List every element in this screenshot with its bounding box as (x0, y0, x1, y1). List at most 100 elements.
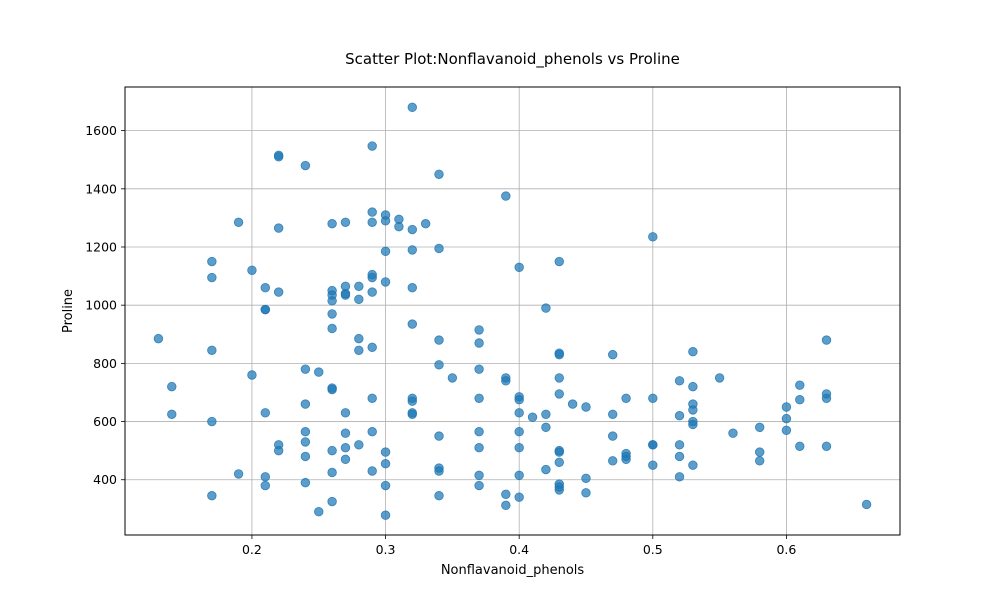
scatter-point (300, 160, 311, 171)
scatter-point (340, 443, 351, 453)
scatter-point (367, 466, 377, 476)
scatter-point (554, 457, 564, 467)
scatter-point (247, 370, 257, 380)
scatter-point (554, 373, 564, 383)
scatter-point (407, 224, 417, 235)
y-tick-label: 400 (93, 472, 117, 487)
scatter-point (380, 510, 391, 520)
scatter-point (354, 333, 364, 344)
scatter-point (648, 393, 658, 403)
scatter-point (207, 345, 217, 355)
scatter-point (554, 447, 564, 457)
scatter-point (273, 152, 284, 162)
scatter-point (354, 294, 364, 305)
scatter-point (273, 445, 284, 456)
plot-frame (124, 86, 901, 536)
scatter-point (367, 427, 377, 437)
scatter-point (327, 445, 337, 456)
scatter-point (581, 402, 591, 412)
scatter-point (581, 488, 591, 498)
scatter-point (474, 470, 484, 481)
scatter-point (407, 283, 417, 293)
scatter-point (581, 473, 591, 483)
scatter-point (354, 345, 364, 355)
scatter-point (260, 304, 271, 315)
scatter-point (714, 373, 725, 383)
scatter-point (474, 427, 484, 437)
scatter-point (648, 460, 658, 470)
scatter-point (300, 451, 311, 462)
scatter-point (754, 422, 765, 433)
scatter-point (474, 393, 484, 403)
scatter-point (501, 489, 511, 499)
data-points (153, 102, 872, 520)
scatter-point (380, 216, 391, 226)
scatter-point (781, 402, 792, 412)
scatter-point (260, 408, 271, 418)
scatter-point (514, 262, 524, 273)
scatter-point (608, 456, 618, 466)
scatter-point (327, 467, 337, 478)
scatter-point (260, 283, 271, 293)
scatter-point (554, 485, 564, 495)
scatter-point (260, 480, 271, 491)
scatter-point (474, 338, 484, 348)
scatter-point (821, 393, 832, 403)
scatter-point (541, 409, 551, 419)
scatter-point (674, 472, 685, 482)
scatter-point (795, 441, 805, 451)
scatter-point (688, 460, 698, 470)
scatter-point (380, 277, 391, 287)
scatter-point (407, 245, 417, 255)
scatter-point (434, 491, 444, 501)
y-axis-ticks: 400 600 800 1000 1200 1400 1600 (85, 123, 125, 487)
scatter-point (567, 399, 578, 409)
scatter-point (247, 265, 257, 275)
scatter-point (300, 364, 311, 374)
scatter-point (795, 380, 805, 390)
scatter-point (380, 480, 391, 491)
scatter-point (207, 491, 217, 501)
scatter-point (327, 496, 337, 507)
scatter-point (394, 221, 404, 232)
scatter-point (514, 443, 524, 453)
scatter-point (300, 427, 311, 437)
scatter-point (327, 219, 337, 229)
y-tick-label: 1000 (85, 298, 117, 313)
x-tick-label: 0.3 (376, 542, 396, 557)
scatter-point (621, 393, 631, 403)
scatter-point (608, 431, 618, 441)
scatter-point (420, 219, 431, 229)
scatter-point (688, 347, 698, 357)
scatter-point (260, 472, 271, 482)
scatter-point (340, 290, 351, 300)
scatter-point (688, 419, 698, 430)
scatter-point (407, 102, 417, 113)
scatter-point (340, 408, 351, 418)
scatter-point (380, 246, 391, 257)
scatter-point (795, 395, 805, 405)
scatter-point (608, 349, 618, 360)
scatter-point (367, 272, 377, 283)
scatter-point (474, 325, 484, 335)
scatter-point (314, 507, 324, 517)
scatter-point (167, 381, 177, 392)
scatter-point (527, 412, 538, 422)
scatter-point (153, 333, 164, 344)
scatter-point (541, 422, 551, 433)
scatter-point (674, 440, 685, 450)
scatter-point (167, 409, 177, 419)
scatter-point (273, 223, 284, 233)
scatter-point (554, 389, 564, 399)
scatter-point (501, 500, 511, 511)
x-tick-label: 0.4 (509, 542, 529, 557)
scatter-point (434, 466, 444, 476)
scatter-point (514, 395, 524, 405)
scatter-point (554, 256, 564, 267)
scatter-point (434, 360, 444, 370)
scatter-point (434, 243, 444, 254)
scatter-point (501, 376, 511, 386)
scatter-point (754, 447, 765, 457)
scatter-point (407, 319, 417, 329)
y-axis-label: Proline (61, 289, 76, 333)
